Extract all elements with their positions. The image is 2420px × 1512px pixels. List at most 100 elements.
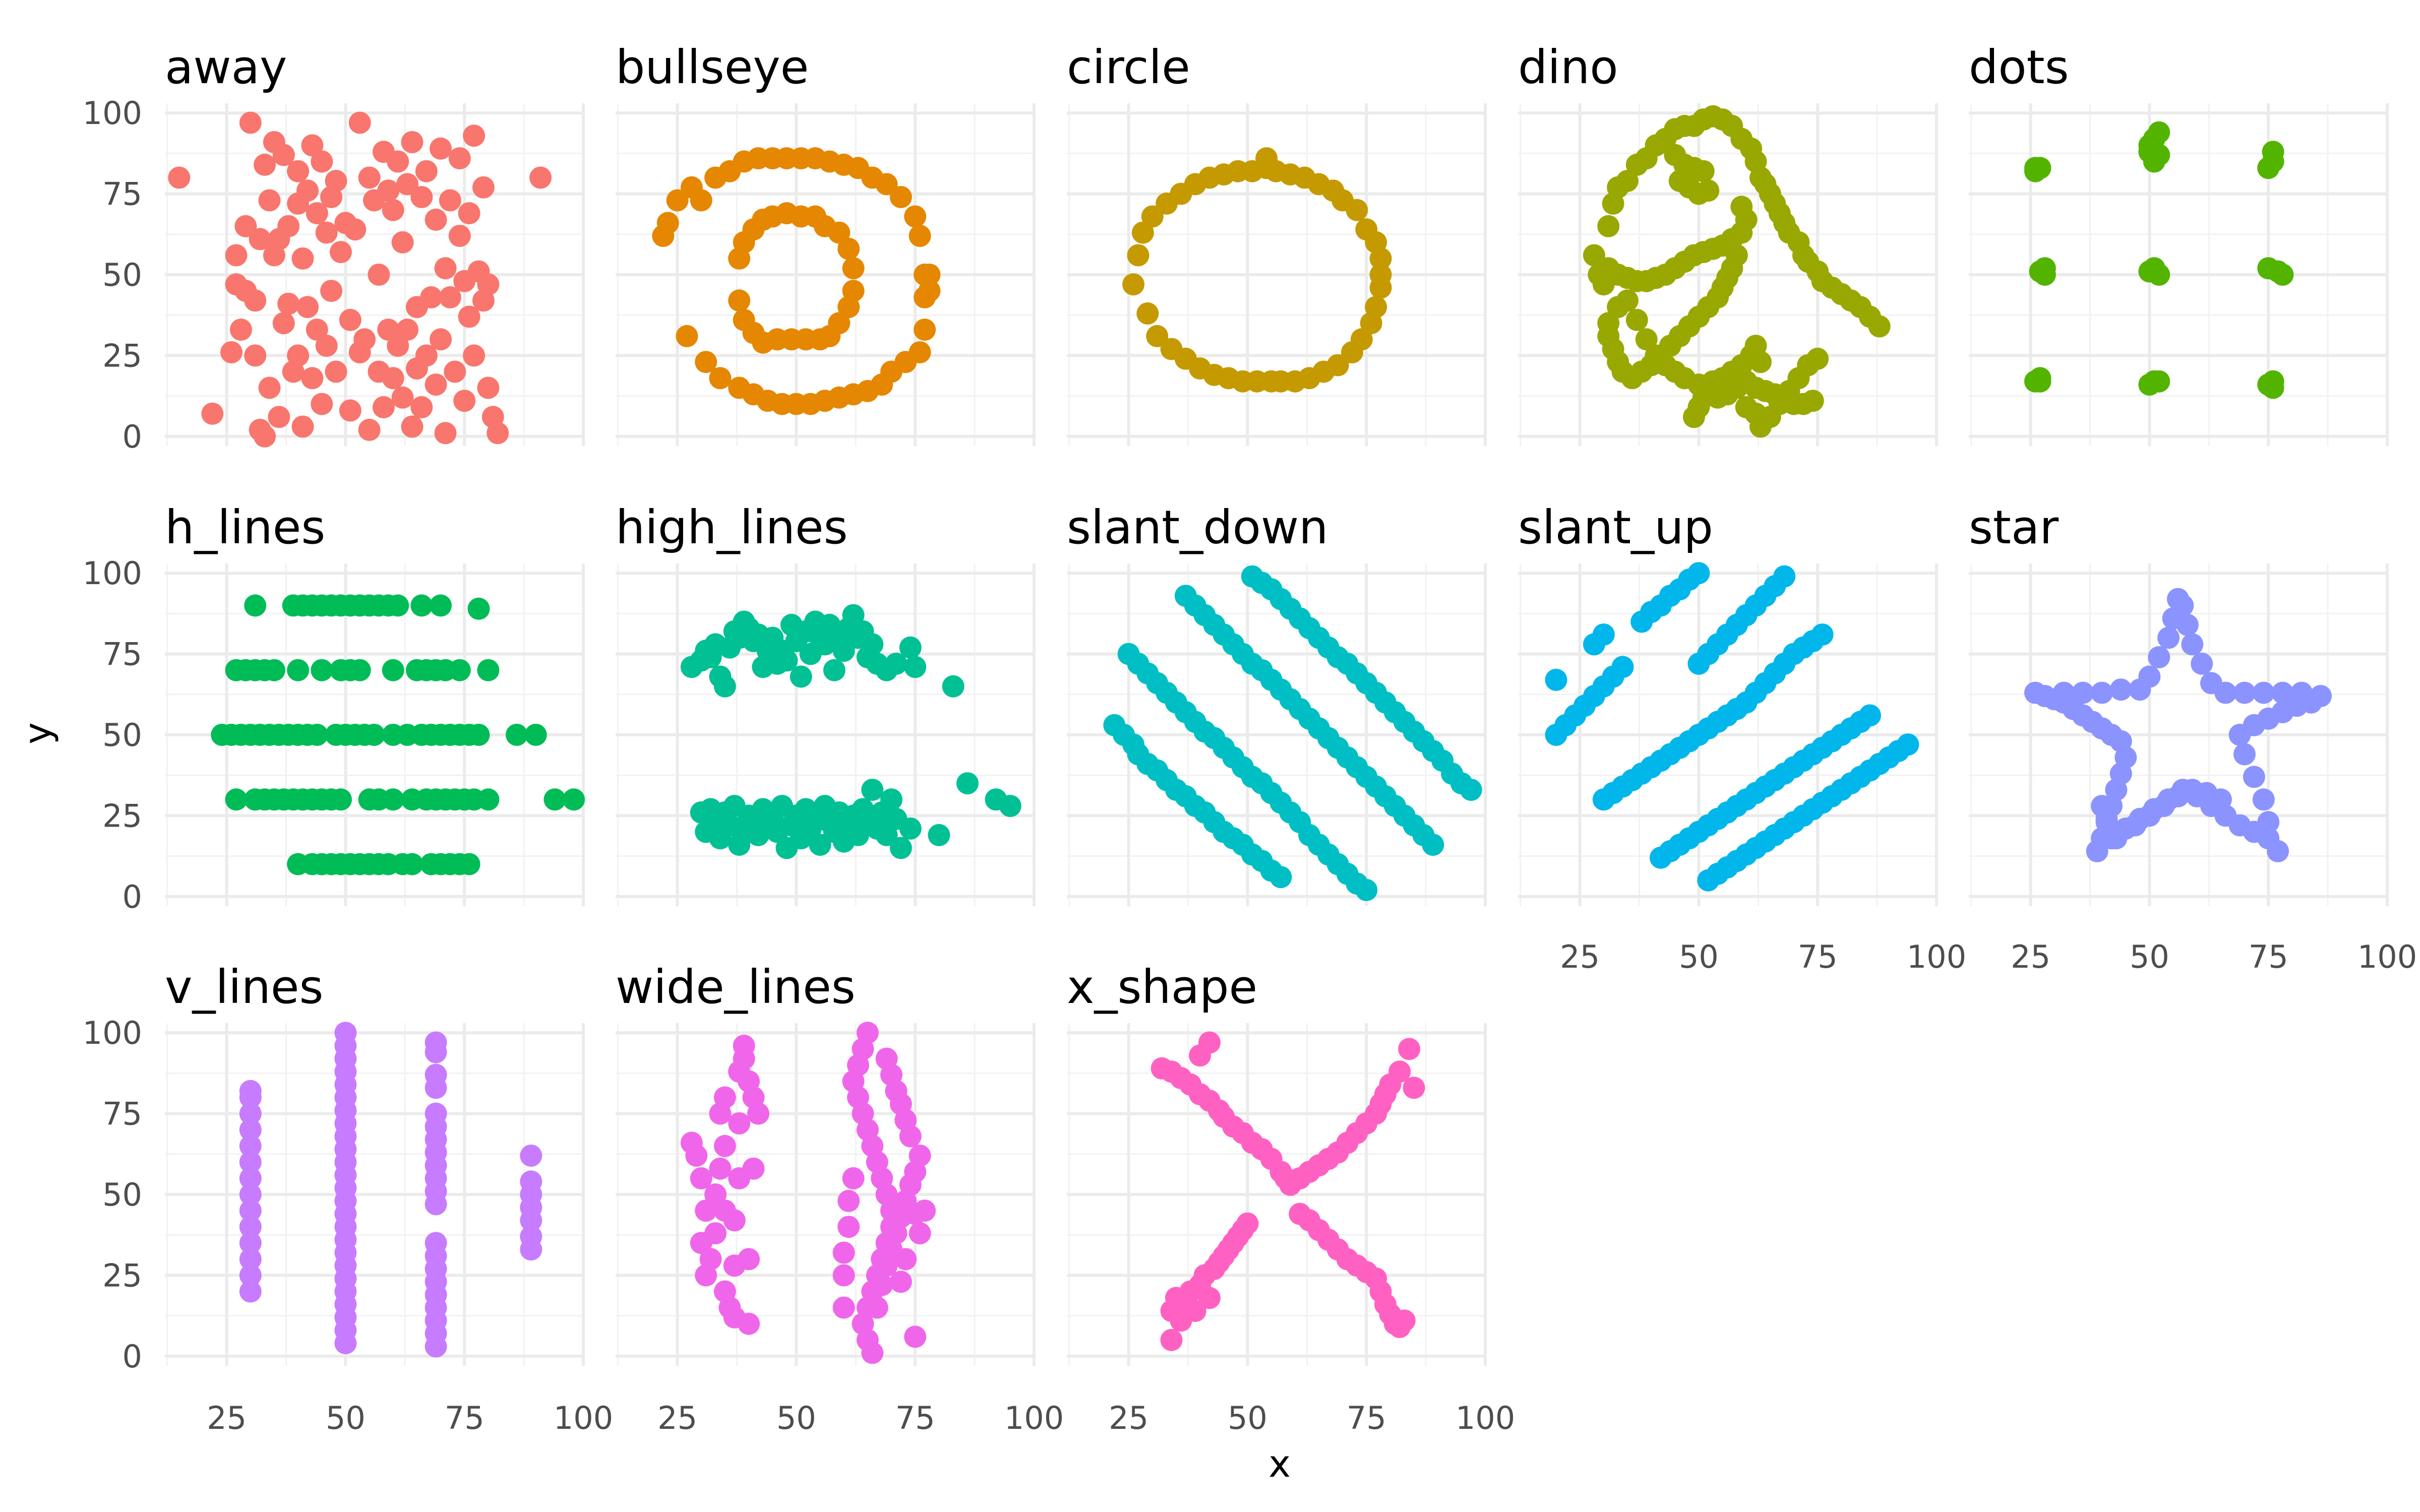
data-point — [434, 422, 457, 445]
data-point — [2157, 626, 2180, 649]
data-point — [2148, 264, 2170, 286]
x-tick-label: 25 — [207, 1400, 247, 1436]
data-point — [1697, 179, 1720, 202]
data-point — [828, 221, 851, 244]
data-point — [1730, 196, 1753, 218]
x-tick-label: 50 — [776, 1400, 816, 1436]
panel-title-bullseye: bullseye — [616, 40, 809, 94]
y-tick-label: 100 — [83, 95, 142, 132]
data-point — [325, 170, 347, 192]
data-point — [2257, 811, 2280, 834]
data-point — [871, 1274, 893, 1296]
data-point — [1868, 315, 1891, 338]
data-point — [396, 319, 418, 341]
data-point — [842, 280, 865, 302]
panel-bullseye: bullseye — [616, 40, 1036, 446]
data-point — [709, 1157, 732, 1180]
x-tick-label: 100 — [1456, 1400, 1515, 1436]
data-point — [272, 312, 295, 335]
y-tick-label: 50 — [102, 717, 142, 753]
data-point — [904, 656, 927, 678]
data-point — [477, 376, 500, 399]
data-point — [909, 225, 931, 247]
data-point — [956, 772, 979, 795]
data-point — [401, 415, 424, 438]
data-point — [1198, 1287, 1221, 1309]
data-point — [168, 166, 191, 189]
data-point — [2029, 157, 2051, 179]
data-point — [832, 1296, 855, 1319]
data-point — [287, 344, 310, 367]
data-point — [2200, 672, 2222, 695]
data-point — [377, 179, 400, 202]
data-point — [372, 396, 395, 418]
data-point — [358, 166, 381, 189]
data-point — [524, 724, 547, 746]
data-point — [425, 1232, 447, 1254]
data-point — [2209, 788, 2232, 811]
data-point — [315, 335, 338, 357]
data-point — [723, 1209, 746, 1232]
panel-x-shape: x_shape — [1067, 960, 1487, 1366]
data-point — [311, 393, 333, 415]
data-point — [861, 633, 884, 656]
data-point — [1597, 312, 1620, 335]
data-point — [415, 344, 438, 367]
panel-dino: dino — [1518, 40, 1938, 446]
data-point — [415, 160, 438, 182]
data-point — [254, 425, 276, 448]
data-point — [837, 1216, 860, 1238]
data-point — [444, 360, 466, 383]
data-point — [448, 147, 471, 170]
data-point — [2233, 743, 2256, 766]
data-point — [2105, 827, 2128, 850]
data-point — [430, 328, 452, 351]
data-point — [520, 1225, 542, 1248]
data-point — [738, 1312, 760, 1335]
data-point — [301, 367, 324, 390]
data-point — [1687, 562, 1710, 585]
x-tick-label: 25 — [1109, 1400, 1148, 1436]
data-point — [2181, 633, 2204, 656]
data-point — [315, 221, 338, 244]
data-point — [899, 636, 922, 659]
panel-circle: circle — [1067, 40, 1487, 446]
data-point — [1369, 247, 1392, 270]
data-point — [1773, 565, 1796, 588]
panel-title-dots: dots — [1969, 40, 2069, 94]
data-point — [448, 659, 471, 681]
data-point — [2271, 681, 2294, 704]
data-point — [861, 1342, 884, 1364]
y-tick-label: 100 — [83, 1015, 142, 1051]
data-point — [487, 422, 509, 445]
panel-title-wide-lines: wide_lines — [616, 960, 856, 1014]
data-point — [685, 1145, 708, 1167]
data-point — [410, 594, 433, 617]
data-point — [410, 396, 433, 418]
data-point — [458, 202, 480, 225]
data-point — [1597, 215, 1620, 237]
data-point — [430, 594, 452, 617]
data-point — [728, 1112, 751, 1135]
data-point — [656, 212, 679, 234]
data-point — [1806, 347, 1829, 370]
data-point — [434, 257, 457, 280]
data-point — [239, 1232, 262, 1254]
x-tick-label: 75 — [445, 1400, 485, 1436]
data-point — [254, 153, 276, 176]
data-point — [239, 1080, 262, 1102]
x-tick-label: 75 — [1347, 1400, 1386, 1436]
data-point — [914, 1200, 936, 1222]
y-tick-label: 25 — [102, 337, 142, 374]
data-point — [2167, 588, 2189, 610]
data-point — [1859, 704, 1881, 727]
x-tick-label: 50 — [1228, 1400, 1267, 1436]
x-tick-label: 100 — [1004, 1400, 1064, 1436]
data-point — [832, 1264, 855, 1287]
data-point — [880, 788, 902, 811]
data-point — [1692, 160, 1715, 182]
data-point — [382, 788, 404, 811]
data-point — [306, 724, 328, 746]
data-point — [396, 173, 418, 196]
x-tick-label: 50 — [2130, 938, 2169, 975]
